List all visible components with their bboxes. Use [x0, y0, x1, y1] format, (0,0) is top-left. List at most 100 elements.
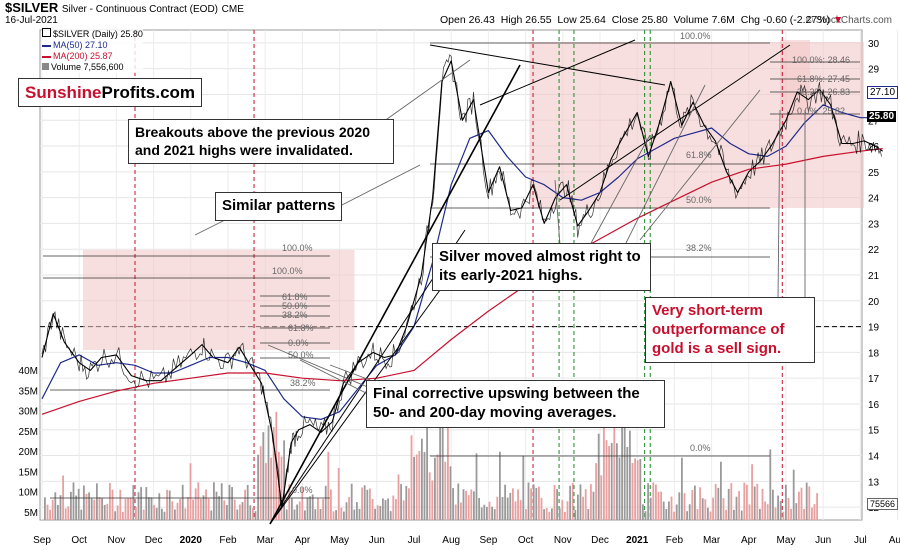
volume-bar [129, 497, 132, 520]
volume-bar [246, 484, 249, 520]
volume-bar [356, 502, 358, 520]
volume-bar [67, 506, 70, 520]
volume-bar [106, 503, 109, 520]
volume-bar [80, 509, 83, 520]
volume-bar [725, 509, 727, 520]
volume-bar [626, 446, 629, 520]
annotation-pointer [639, 89, 761, 241]
volume-bar [291, 498, 293, 520]
volume-bar [200, 498, 202, 520]
x-tick-label: Sep [480, 535, 498, 546]
x-tick-label: Nov [108, 535, 126, 546]
volume-bar [733, 509, 735, 520]
volume-bar [813, 504, 816, 520]
x-tick-label: May [330, 535, 349, 546]
fib-label: 38.2%: 26.83 [797, 87, 851, 97]
volume-bar [777, 495, 779, 520]
x-tick-label: Feb [666, 535, 684, 546]
trendline [559, 44, 791, 201]
volume-bar [96, 483, 98, 520]
volume-bar [564, 511, 566, 520]
x-tick-label: May [777, 535, 796, 546]
volume-bar [239, 504, 241, 520]
volume-bar [441, 422, 444, 520]
volume-bar [694, 485, 696, 520]
volume-bar [748, 504, 751, 520]
volume-bar [306, 497, 309, 520]
annotation-pointer [777, 109, 781, 301]
volume-bar [415, 454, 418, 520]
volume-bar [517, 489, 519, 520]
volume-bar [774, 507, 777, 520]
volume-bar [421, 438, 423, 520]
volume-bar [678, 492, 681, 520]
volume-bar [202, 495, 205, 520]
volume-bar [647, 483, 649, 520]
volume-bar [296, 504, 298, 520]
volume-bar [605, 440, 608, 520]
volume-bar [662, 501, 665, 520]
volume-bar [70, 491, 72, 520]
volume-bar [709, 511, 712, 520]
x-tick-label: Oct [518, 535, 534, 546]
volume-bar [800, 487, 803, 520]
fib-label: 0.0%: 25.82 [797, 106, 846, 116]
volume-bar [428, 472, 431, 520]
volume-bar [470, 489, 473, 520]
volume-bar [582, 496, 584, 520]
volume-bar [304, 510, 306, 520]
y-tick-label: 15 [868, 426, 880, 437]
volume-bar [449, 466, 452, 520]
volume-bar [207, 498, 210, 520]
y-tick-label: 14 [868, 452, 880, 463]
volume-bar [553, 484, 556, 520]
legend-swatch-volume [42, 63, 49, 70]
volume-bar [220, 483, 223, 520]
volume-bar [88, 492, 90, 520]
volume-bar [460, 502, 462, 520]
volume-bar [759, 508, 761, 520]
volume-bar [782, 511, 785, 520]
ohlc-readout: Open 26.43 High 26.55 Low 25.64 Close 25… [440, 14, 844, 26]
volume-bar [590, 484, 592, 520]
volume-bar [337, 468, 340, 520]
fib-label: 100.0% [282, 243, 313, 253]
volume-bar [389, 511, 392, 520]
volume-bar [717, 487, 720, 520]
volume-bar [779, 501, 782, 520]
volume-bar [332, 511, 335, 520]
volume-bar [444, 461, 447, 520]
volume-bar [109, 482, 111, 520]
volume-bar [184, 508, 187, 520]
volume-bar [148, 497, 150, 520]
high-value: 26.55 [525, 14, 552, 26]
chg-value: -0.60 (-2.27%) [762, 14, 831, 26]
volume-bar [244, 489, 246, 520]
volume-bar [675, 504, 678, 520]
volume-bar [496, 496, 499, 520]
y-tick-label: 17 [868, 374, 880, 385]
volume-bar [629, 430, 631, 520]
volume-bar [772, 489, 774, 520]
volume-bar [670, 496, 673, 520]
volume-bar [538, 486, 540, 520]
fib-label: 38.2% [686, 243, 712, 253]
volume-bar [181, 484, 184, 520]
volume-bar [137, 492, 140, 520]
x-tick-label: Mar [257, 535, 275, 546]
symbol: $SILVER [5, 0, 59, 15]
volume-bar [447, 390, 449, 520]
fib-label: 0.0% [288, 338, 309, 348]
volume-bar [119, 489, 122, 520]
volume-bar [730, 483, 733, 520]
volume-bar [584, 489, 587, 520]
volume-bar [309, 496, 311, 520]
volume-bar [740, 510, 743, 520]
x-tick-label: Dec [145, 535, 163, 546]
trendline [269, 64, 521, 525]
volume-bar [114, 511, 116, 520]
volume-bar [764, 501, 766, 520]
volume-bar [59, 495, 62, 520]
volume-bar [241, 502, 244, 520]
